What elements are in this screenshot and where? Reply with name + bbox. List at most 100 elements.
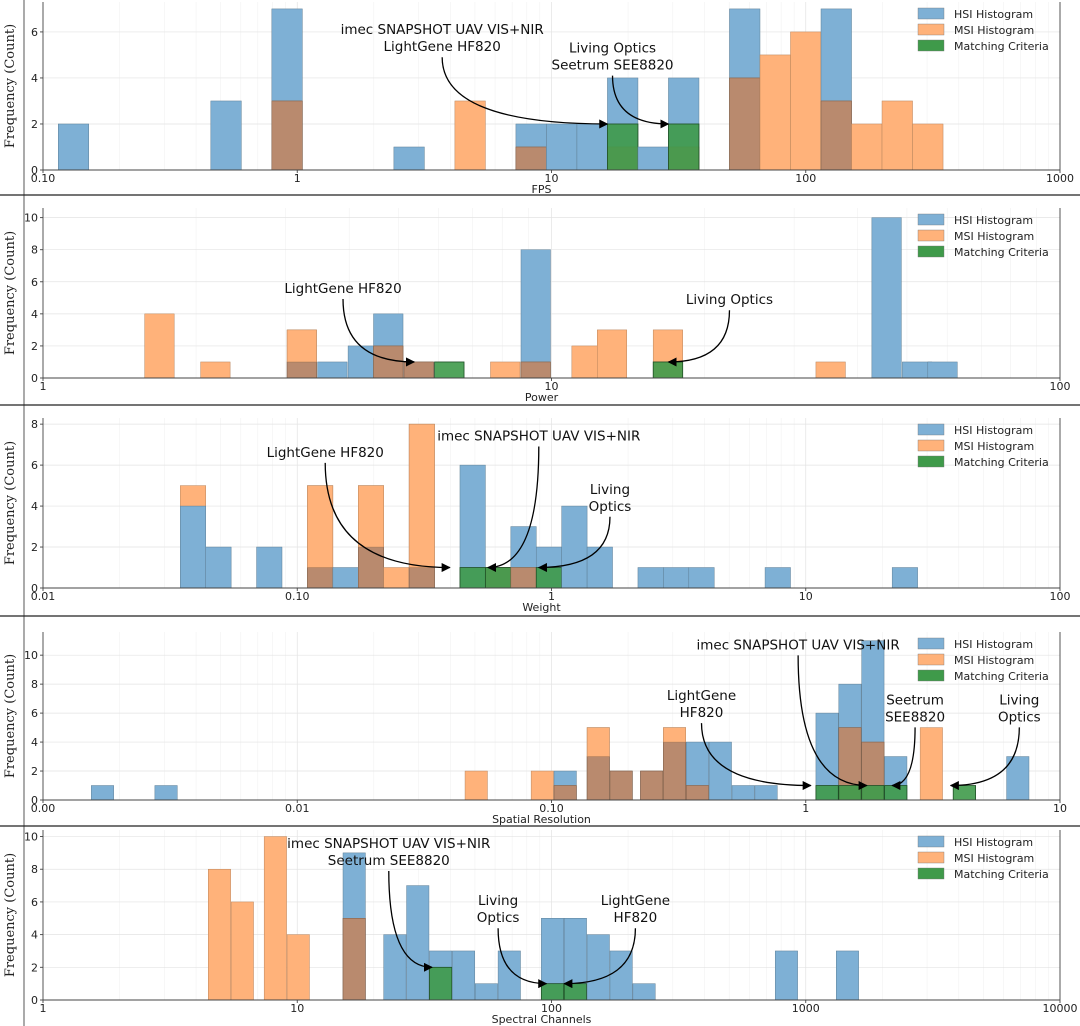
legend-label-match: Matching Criteria [954,868,1049,881]
msi-bar [912,123,944,171]
hsi-bar [347,345,378,379]
x-axis-label: FPS [532,183,552,196]
x-tick-label: 0.00 [31,802,56,815]
legend-swatch-hsi [917,423,945,436]
match-bar [484,567,512,589]
annotation-arrow [487,446,540,573]
y-tick-label: 6 [31,896,38,909]
legend-swatch-msi [917,23,945,36]
hsi-bar [688,567,715,589]
msi-bar [230,901,254,1001]
msi-bar [851,123,883,171]
y-tick-label: 2 [31,765,38,778]
legend-label-msi: MSI Histogram [954,654,1034,667]
hsi-bar [731,785,755,801]
match-bar [815,785,839,801]
legend-label-hsi: HSI Histogram [954,8,1033,21]
legend-label-hsi: HSI Histogram [954,638,1033,651]
hsi-bar [393,146,425,171]
x-tick-label: 1 [294,172,301,185]
x-tick-label: 1000 [792,1002,820,1015]
annotation-label: Seetrum SEE8820 [328,853,450,869]
hsi-bar [256,546,283,589]
annotation-label: HF820 [614,910,658,926]
y-tick-label: 6 [31,276,38,289]
overlap-bar [307,567,334,589]
overlap-bar [820,100,852,171]
x-tick-label: 100 [1050,590,1071,603]
annotation-label: LightGene [667,688,736,704]
annotation-arrow [324,462,451,573]
x-tick-label: 1 [548,590,555,603]
annotation-label: LightGene HF820 [284,281,401,297]
annotation-arrow [667,310,731,367]
panel-spectral-channels: 0 2 4 6 8 10 1 10 100 1000 10000 Spectral Channels F… [3,830,1078,1026]
y-tick-label: 0 [31,794,38,807]
legend-label-match: Matching Criteria [954,246,1049,259]
overlap-bar [408,567,435,589]
hsi-bar [452,950,475,1001]
y-tick-label: 2 [31,961,38,974]
hsi-bar [205,546,232,589]
msi-bar [408,423,435,568]
annotation-label: Optics [998,709,1041,725]
y-axis-label: Frequency (Count) [3,853,18,977]
hsi-bar [474,983,498,1001]
annotation-arrow [700,723,812,791]
annotation-label: Living [478,893,518,909]
hsi-bar [891,567,918,589]
y-tick-label: 0 [31,994,38,1007]
msi-bar [263,836,287,1001]
hsi-bar [754,785,778,801]
annotation-label: Seetrum [886,692,944,708]
match-bar [652,361,684,379]
annotation-label: Optics [589,499,632,515]
hsi-bar [561,505,588,589]
legend-swatch-hsi [917,835,945,848]
legend-swatch-match [917,455,945,468]
msi-bar [571,345,602,379]
overlap-bar [640,770,664,801]
msi-bar [881,100,913,171]
y-tick-label: 10 [24,212,38,225]
annotation-arrow [611,75,670,129]
annotation-label: imec SNAPSHOT UAV VIS+NIR [287,836,490,852]
legend-swatch-hsi [917,637,945,650]
msi-bar [530,770,554,801]
x-axis-label: Power [525,391,559,404]
legend-swatch-msi [917,653,945,666]
msi-bar [597,329,628,379]
legend-label-hsi: HSI Histogram [954,836,1033,849]
annotation-label: SEE8820 [885,709,945,725]
x-tick-label: 0.10 [285,590,310,603]
legend-swatch-msi [917,229,945,242]
x-tick-label: 10 [1053,802,1067,815]
overlap-bar [403,361,434,379]
x-tick-label: 10 [290,1002,304,1015]
hsi-bar [383,934,407,1001]
match-bar [434,361,465,379]
y-axis-label: Frequency (Count) [3,441,18,565]
annotation-arrow [441,57,609,129]
msi-bar [200,361,231,379]
x-tick-label: 1 [40,380,47,393]
msi-bar [759,54,791,171]
hsi-bar [520,249,551,379]
y-axis-label: Frequency (Count) [3,231,18,355]
match-bar [861,785,885,801]
annotation-label: Living [999,692,1039,708]
panel-power: 0 2 4 6 8 10 1 10 100 Power Frequency (Count) HSI H… [3,208,1071,404]
overlap-bar [609,770,633,801]
x-tick-label: 100 [795,172,816,185]
y-tick-label: 6 [31,26,38,39]
x-tick-label: 0.01 [285,802,310,815]
annotation-label: LightGene [601,893,670,909]
y-tick-label: 0 [31,164,38,177]
x-tick-label: 100 [1050,380,1071,393]
overlap-bar [520,361,551,379]
y-tick-label: 10 [24,831,38,844]
legend-swatch-match [917,39,945,52]
hsi-bar [927,361,958,379]
match-bar [884,785,908,801]
